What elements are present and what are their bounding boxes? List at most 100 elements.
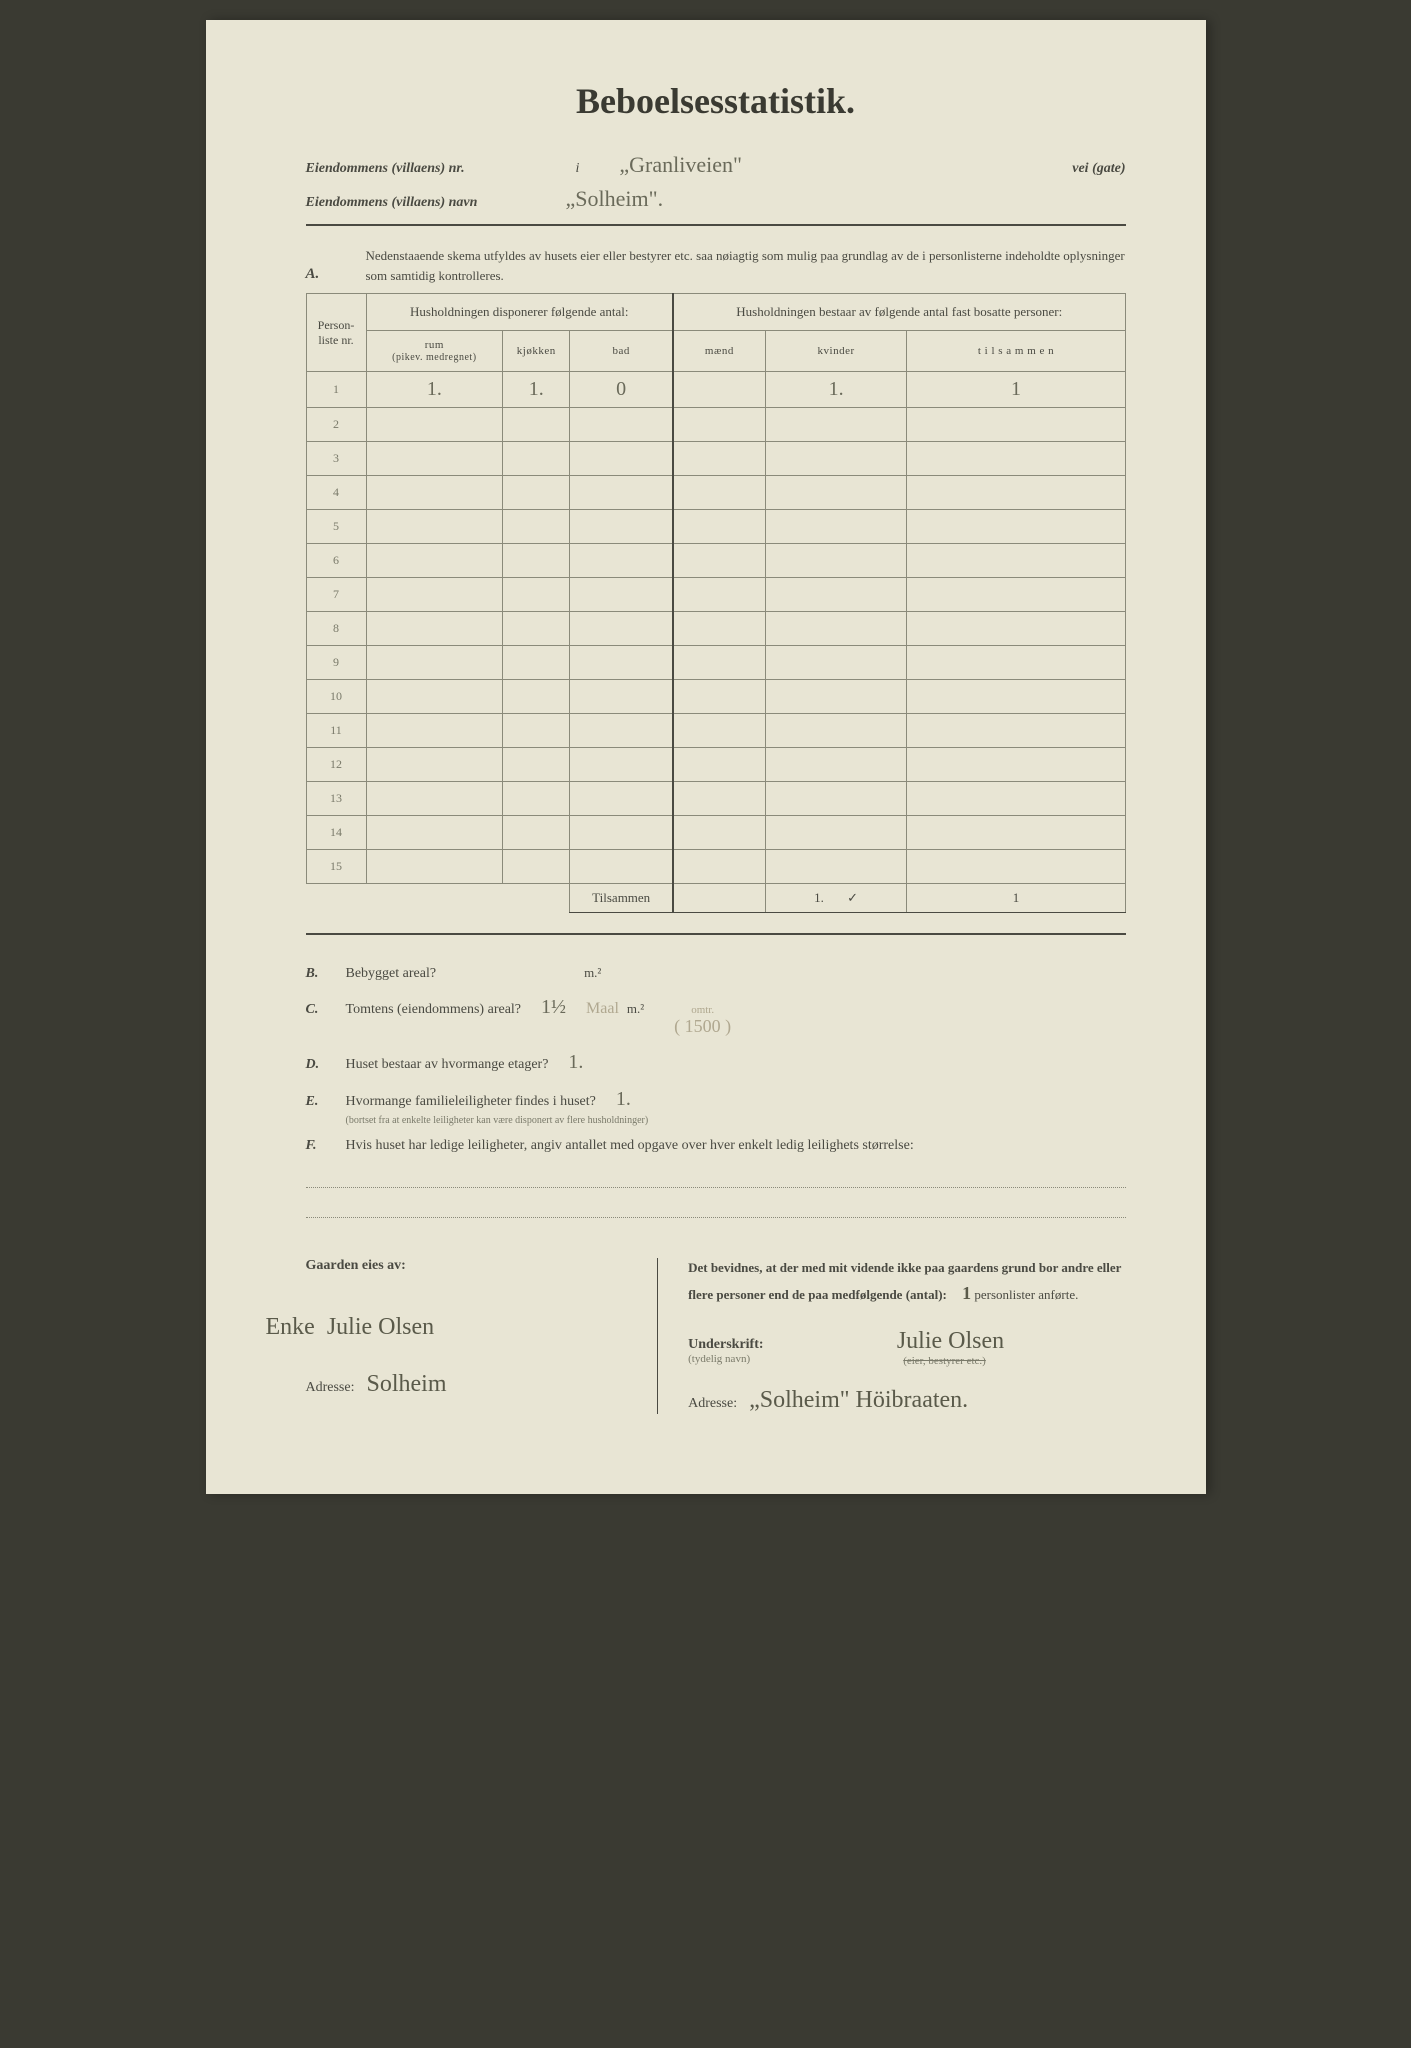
cell-rum (366, 850, 503, 884)
cell-rum (366, 612, 503, 646)
owner-name: Julie Olsen (327, 1314, 434, 1341)
row-nr: 1 (306, 372, 366, 408)
row-nr: 4 (306, 476, 366, 510)
cell-kjokken (503, 408, 570, 442)
owner-block: Gaarden eies av: Enke Julie Olsen Adress… (306, 1258, 618, 1414)
bottom-section: Gaarden eies av: Enke Julie Olsen Adress… (306, 1258, 1126, 1414)
signature-addr-field: Adresse: „Solheim" Höibraaten. (688, 1387, 1125, 1414)
attest-count: 1 (962, 1283, 971, 1303)
cell-maend (673, 782, 765, 816)
owner-addr: Solheim (367, 1371, 447, 1398)
cell-kvinder (765, 408, 907, 442)
cell-rum (366, 544, 503, 578)
street-value: „Granliveien" (619, 152, 742, 178)
property-name-label: Eiendommens (villaens) navn (306, 195, 526, 211)
cell-kvinder: 1. (765, 372, 907, 408)
cell-kjokken (503, 476, 570, 510)
col-kvinder: kvinder (765, 331, 907, 372)
cell-maend (673, 714, 765, 748)
cell-kjokken (503, 442, 570, 476)
blank-line-1 (306, 1168, 1126, 1188)
cell-rum (366, 680, 503, 714)
row-nr: 6 (306, 544, 366, 578)
cell-rum (366, 782, 503, 816)
row-nr: 3 (306, 442, 366, 476)
owner-name-field: Enke Julie Olsen (306, 1314, 618, 1341)
cell-kjokken (503, 646, 570, 680)
cell-maend (673, 476, 765, 510)
cell-kjokken: 1. (503, 372, 570, 408)
cell-tilsammen (907, 510, 1125, 544)
cell-tilsammen (907, 782, 1125, 816)
row-nr: 5 (306, 510, 366, 544)
total-row: Tilsammen 1. ✓ 1 (306, 884, 1125, 913)
questions-block: B. Bebygget areal? m.² C. Tomtens (eiend… (306, 965, 1126, 1218)
cell-bad (570, 816, 673, 850)
cell-tilsammen (907, 850, 1125, 884)
cell-tilsammen (907, 748, 1125, 782)
col-bad: bad (570, 331, 673, 372)
cell-kvinder (765, 782, 907, 816)
cell-rum (366, 408, 503, 442)
cell-tilsammen (907, 578, 1125, 612)
table-row: 5 (306, 510, 1125, 544)
cell-maend (673, 748, 765, 782)
question-c: C. Tomtens (eiendommens) areal? 1½ Maal … (306, 996, 1126, 1037)
table-row: 13 (306, 782, 1125, 816)
c-parenthetical: omtr. ( 1500 ) (674, 1004, 731, 1037)
row-nr: 8 (306, 612, 366, 646)
signature-name: Julie Olsen (897, 1328, 1004, 1354)
table-row: 15 (306, 850, 1125, 884)
cell-kjokken (503, 816, 570, 850)
cell-maend (673, 612, 765, 646)
row-nr: 10 (306, 680, 366, 714)
document-page: Beboelsesstatistik. Eiendommens (villaen… (206, 20, 1206, 1494)
sig-addr-value: „Solheim" Höibraaten. (749, 1387, 968, 1414)
col-personliste: Person-liste nr. (306, 294, 366, 372)
i-label: i (576, 161, 580, 177)
cell-kjokken (503, 850, 570, 884)
cell-kjokken (503, 782, 570, 816)
cell-tilsammen (907, 680, 1125, 714)
cell-tilsammen (907, 816, 1125, 850)
row-nr: 13 (306, 782, 366, 816)
row-nr: 14 (306, 816, 366, 850)
row-nr: 11 (306, 714, 366, 748)
cell-tilsammen (907, 442, 1125, 476)
question-b: B. Bebygget areal? m.² (306, 965, 1126, 982)
cell-kjokken (503, 680, 570, 714)
col-rum: rum (pikev. medregnet) (366, 331, 503, 372)
cell-maend (673, 372, 765, 408)
cell-bad (570, 510, 673, 544)
cell-rum (366, 646, 503, 680)
cell-bad (570, 748, 673, 782)
cell-kvinder (765, 816, 907, 850)
cell-rum (366, 510, 503, 544)
sign-note: (tydelig navn) (688, 1353, 763, 1365)
letter-a: A. (306, 263, 320, 286)
cell-maend (673, 850, 765, 884)
cell-kvinder (765, 748, 907, 782)
cell-kvinder (765, 612, 907, 646)
total-sum: 1 (907, 884, 1125, 913)
cell-bad (570, 544, 673, 578)
signature-field: Underskrift: (tydelig navn) Julie Olsen … (688, 1328, 1125, 1367)
col-kjokken: kjøkken (503, 331, 570, 372)
cell-kjokken (503, 578, 570, 612)
col-group-bestaar: Husholdningen bestaar av følgende antal … (673, 294, 1125, 331)
cell-maend (673, 544, 765, 578)
table-row: 2 (306, 408, 1125, 442)
col-maend: mænd (673, 331, 765, 372)
cell-maend (673, 680, 765, 714)
cell-kjokken (503, 544, 570, 578)
table-row: 4 (306, 476, 1125, 510)
total-label: Tilsammen (570, 884, 673, 913)
table-row: 11 (306, 714, 1125, 748)
cell-kjokken (503, 612, 570, 646)
cell-tilsammen: 1 (907, 372, 1125, 408)
cell-maend (673, 442, 765, 476)
cell-kvinder (765, 578, 907, 612)
question-e: E. Hvormange familieleiligheter findes i… (306, 1088, 1126, 1111)
owner-addr-label: Adresse: (306, 1380, 355, 1396)
cell-rum (366, 748, 503, 782)
